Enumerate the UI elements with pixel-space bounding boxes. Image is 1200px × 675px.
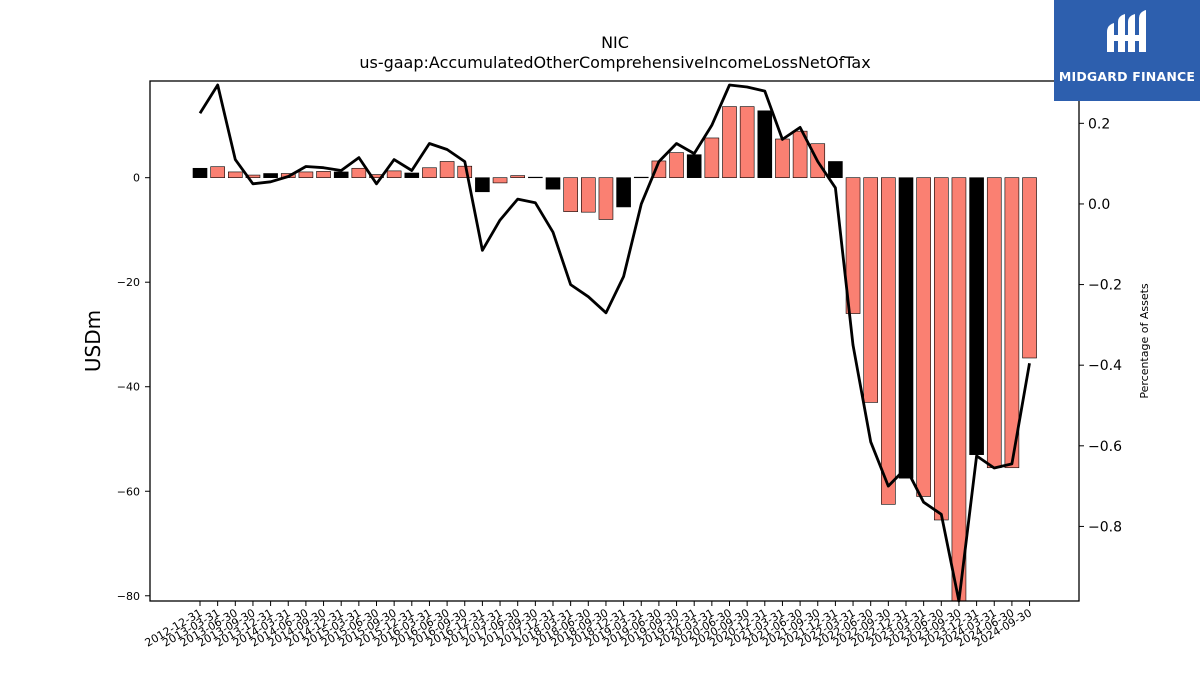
bar: [1022, 177, 1037, 359]
bar: [598, 177, 614, 220]
bar: [986, 177, 1002, 469]
bar: [192, 167, 208, 178]
bar: [316, 171, 331, 178]
bar: [563, 177, 578, 212]
plot-frame: [149, 80, 1080, 602]
y2-tick-label: 0.2: [1088, 116, 1110, 132]
y-tick-label: −40: [117, 381, 140, 394]
bar: [845, 177, 861, 314]
chart-title: NIC: [601, 33, 629, 52]
bar: [951, 177, 967, 602]
bar: [704, 137, 720, 178]
y2-tick-label: −0.6: [1088, 439, 1122, 455]
bar: [580, 177, 596, 213]
bar: [210, 166, 225, 178]
bar: [933, 177, 949, 521]
bar: [616, 177, 631, 208]
bar: [969, 177, 984, 455]
bar: [828, 161, 843, 178]
bar: [263, 173, 278, 178]
y-tick-label: 0: [133, 172, 140, 185]
bar: [686, 154, 702, 178]
percentage-of-assets-line: [198, 83, 1031, 603]
bar-series: [192, 106, 1037, 602]
bar: [881, 177, 896, 505]
bar: [633, 176, 649, 179]
bar: [386, 170, 402, 178]
bar: [333, 171, 349, 178]
bar: [863, 177, 879, 403]
bar: [739, 106, 755, 178]
bar: [475, 177, 490, 193]
bar: [298, 171, 314, 178]
bar: [775, 138, 790, 178]
bar: [757, 110, 773, 178]
y2-axis-label: Percentage of Assets: [1138, 283, 1151, 399]
bar: [916, 177, 931, 497]
bar: [898, 177, 914, 479]
y-axis-label: USDm: [81, 310, 105, 372]
bar: [404, 172, 420, 178]
y2-tick-label: −0.8: [1088, 519, 1122, 535]
bar: [1004, 177, 1020, 469]
y-tick-label: −80: [117, 590, 140, 603]
bar: [722, 106, 737, 178]
x-axis-ticks: 2012-12-312013-03-312013-06-302013-09-30…: [143, 601, 1034, 650]
bar: [510, 175, 526, 178]
bar: [351, 167, 367, 178]
bar: [492, 177, 508, 184]
chart-subtitle: us-gaap:AccumulatedOtherComprehensiveInc…: [359, 53, 870, 72]
y2-tick-label: 0.0: [1088, 197, 1110, 213]
y-tick-label: −20: [117, 276, 140, 289]
y2-tick-label: −0.2: [1088, 278, 1122, 294]
y-axis-ticks: −80 −60 −40 −20 0: [117, 172, 150, 603]
bar: [669, 152, 684, 178]
brand-logo: MIDGARD FINANCE: [1054, 0, 1200, 101]
bar: [545, 177, 561, 190]
bar: [439, 161, 455, 178]
midgard-finance-logo-icon: [1107, 10, 1146, 52]
y2-axis-ticks: −0.8 −0.6 −0.4 −0.2 0.0 0.2: [1079, 116, 1122, 535]
bar: [422, 167, 437, 178]
bar: [528, 176, 543, 179]
bar: [792, 130, 808, 178]
y2-tick-label: −0.4: [1088, 358, 1122, 374]
line-series: [198, 83, 1031, 603]
y-tick-label: −60: [117, 485, 140, 498]
brand-name: MIDGARD FINANCE: [1058, 69, 1196, 84]
bar: [228, 171, 243, 178]
